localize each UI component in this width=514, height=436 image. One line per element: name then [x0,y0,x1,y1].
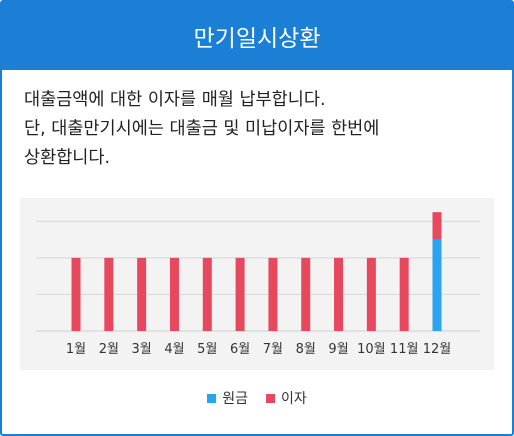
x-tick-label-1: 1월 [66,342,86,357]
bar-interest-3 [137,257,147,331]
description: 대출금액에 대한 이자를 매월 납부합니다. 단, 대출만기시에는 대출금 및 … [24,86,494,173]
bar-interest-9 [334,257,344,331]
page-title: 만기일시상환 [193,26,321,52]
legend-item-principal: 원금 [207,388,248,408]
bar-interest-10 [366,257,376,331]
x-tick-label-6: 6월 [230,342,250,357]
legend-item-interest: 이자 [266,388,307,408]
x-tick-label-5: 5월 [197,342,217,357]
repayment-chart: 1월 2월 3월 4월 5월 6월 7월 8월 9월 10월 11월 12월 [36,212,480,357]
bar-principal-12 [432,239,442,331]
bar-interest-4 [169,257,179,331]
x-tick-label-9: 9월 [328,342,348,357]
legend-swatch-principal [207,393,217,403]
chart-area: 1월 2월 3월 4월 5월 6월 7월 8월 9월 10월 11월 12월 [20,198,494,370]
bar-interest-1 [71,257,81,331]
card-header: 만기일시상환 [2,2,512,70]
chart-legend: 원금 이자 [2,388,512,408]
bar-interest-2 [104,257,114,331]
bar-interest-12 [432,212,442,240]
bar-interest-8 [301,257,311,331]
legend-label-interest: 이자 [281,391,307,407]
x-tick-label-3: 3월 [132,342,152,357]
description-line-2: 단, 대출만기시에는 대출금 및 미납이자를 한번에 [24,119,380,139]
x-tick-label-7: 7월 [263,342,283,357]
description-line-3: 상환합니다. [24,148,111,168]
bar-interest-7 [268,257,278,331]
x-tick-label-12: 12월 [423,342,452,357]
legend-swatch-interest [266,393,275,403]
x-tick-label-8: 8월 [296,342,316,357]
x-tick-label-2: 2월 [99,342,119,357]
bar-interest-5 [202,257,212,331]
bar-interest-6 [235,257,245,331]
x-tick-label-10: 10월 [357,342,386,357]
x-tick-label-11: 11월 [390,342,419,357]
legend-label-principal: 원금 [222,391,248,407]
description-line-1: 대출금액에 대한 이자를 매월 납부합니다. [24,90,326,110]
x-tick-label-4: 4월 [164,342,184,357]
bar-interest-11 [399,257,409,331]
